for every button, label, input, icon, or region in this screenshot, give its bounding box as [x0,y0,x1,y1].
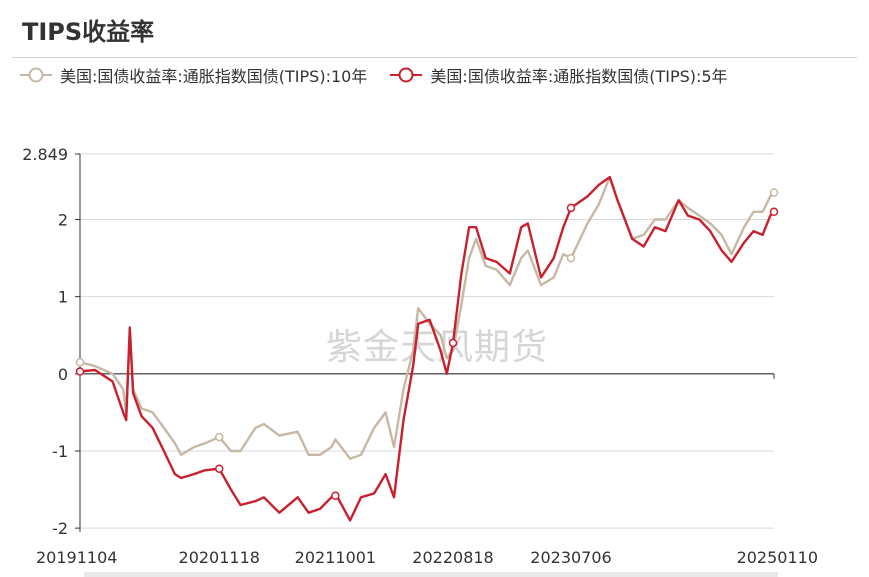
x-tick-label: 20230706 [530,548,611,567]
watermark: 紫金天风期货 [326,327,549,368]
x-tick-label: 20191104 [36,548,117,567]
x-tick-label: 20220818 [412,548,493,567]
series-marker-10y [566,253,576,263]
y-tick-label: 2.849 [22,145,68,164]
y-tick-label: 1 [58,288,68,307]
series-marker-5y [769,207,779,217]
series-marker-10y [214,432,224,442]
y-tick-label: 0 [58,365,68,384]
series-marker-5y [566,203,576,213]
legend-item-10y[interactable]: 美国:国债收益率:通胀指数国债(TIPS):10年 [18,63,367,87]
series-line-10y [79,175,775,460]
x-tick-label: 20211001 [295,548,376,567]
legend-5y-label: 美国:国债收益率:通胀指数国债(TIPS):5年 [430,67,728,86]
series-marker-5y [75,367,85,376]
y-tick-label: -1 [52,442,68,461]
series-marker-5y [331,491,340,500]
horizontal-scrollbar[interactable] [84,572,778,577]
chart-title: TIPS收益率 [22,18,155,46]
series-marker-5y [214,464,224,473]
series-line-5y [79,175,775,522]
title-divider [12,57,857,58]
series-marker-10y [75,358,85,367]
series-marker-5y [448,338,458,348]
y-tick-label: 2 [58,211,68,230]
legend-5y-line-marker-icon [390,67,423,83]
series-marker-10y [769,188,779,197]
x-tick-label: 20201118 [179,548,260,567]
legend-10y-label: 美国:国债收益率:通胀指数国债(TIPS):10年 [60,67,368,86]
legend-10y-line-marker-icon [20,67,52,83]
x-tick-label: 20250110 [737,548,818,567]
chart-legend: 美国:国债收益率:通胀指数国债(TIPS):10年 美国:国债收益率:通胀指数国… [18,63,744,88]
y-tick-label: -2 [52,519,68,538]
legend-item-5y[interactable]: 美国:国债收益率:通胀指数国债(TIPS):5年 [388,63,728,87]
